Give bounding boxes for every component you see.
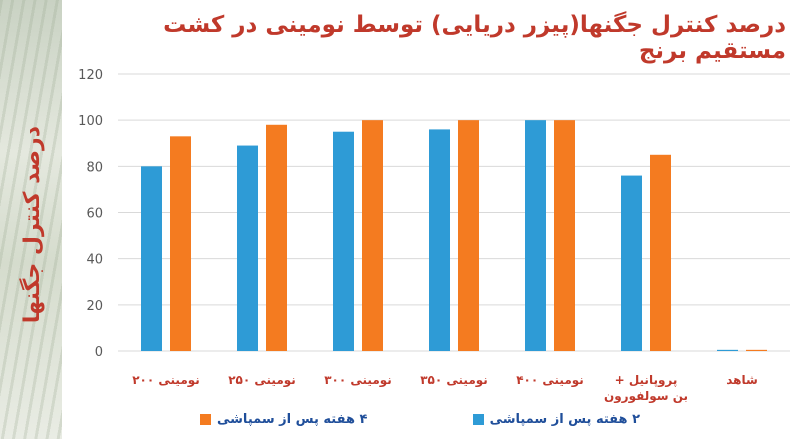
x-tick-label: بن سولفورون <box>604 389 688 404</box>
x-tick-label: پروپانیل + <box>615 373 678 388</box>
legend-item-4-weeks: ۴ هفته پس از سمپاشی <box>200 408 367 430</box>
legend-swatch-4-weeks <box>200 414 211 425</box>
bar <box>141 166 162 351</box>
bar <box>266 125 287 351</box>
legend-label-2-weeks: ۲ هفته پس از سمپاشی <box>490 412 640 427</box>
bar <box>458 120 479 351</box>
bar <box>237 146 258 351</box>
x-tick-label: نومینی ۲۵۰ <box>228 373 296 388</box>
x-tick-label: نومینی ۴۰۰ <box>516 373 584 388</box>
x-tick-label: نومینی ۲۰۰ <box>132 373 200 388</box>
bar <box>170 136 191 351</box>
x-tick-label: شاهد <box>726 373 758 387</box>
x-tick-label: نومینی ۳۰۰ <box>324 373 392 388</box>
bar <box>525 120 546 351</box>
legend-swatch-2-weeks <box>473 414 484 425</box>
y-tick-label: 60 <box>86 207 103 222</box>
bar <box>362 120 383 351</box>
bar <box>429 129 450 351</box>
y-tick-label: 80 <box>86 160 103 175</box>
bar <box>746 350 767 351</box>
bar <box>717 350 738 351</box>
bar <box>621 176 642 351</box>
y-tick-label: 0 <box>95 345 103 360</box>
bar <box>333 132 354 351</box>
bar <box>650 155 671 351</box>
legend-label-4-weeks: ۴ هفته پس از سمپاشی <box>217 412 367 427</box>
y-tick-label: 40 <box>86 253 103 268</box>
y-tick-label: 120 <box>78 68 103 83</box>
y-tick-label: 20 <box>86 299 103 314</box>
x-tick-label: نومینی ۳۵۰ <box>420 373 488 388</box>
bar <box>554 120 575 351</box>
legend: ۲ هفته پس از سمپاشی ۴ هفته پس از سمپاشی <box>200 408 640 430</box>
legend-item-2-weeks: ۲ هفته پس از سمپاشی <box>473 408 640 430</box>
y-tick-label: 100 <box>78 114 103 129</box>
